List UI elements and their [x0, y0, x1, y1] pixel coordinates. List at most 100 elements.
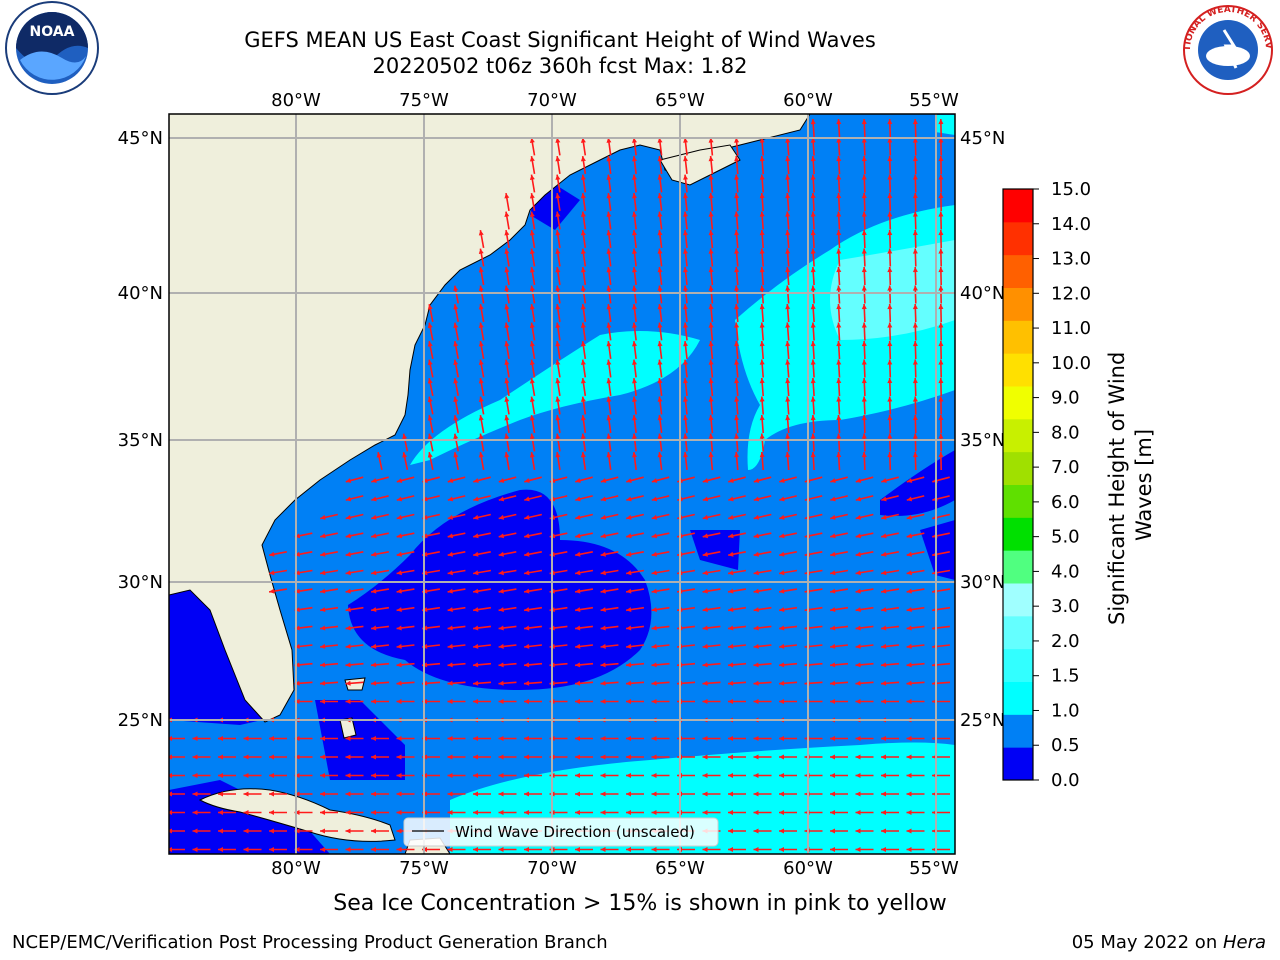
wave-direction-arrowhead	[657, 433, 663, 439]
wave-direction-arrowhead	[504, 452, 510, 458]
wave-direction-arrowhead	[906, 570, 912, 576]
wave-direction-arrowhead	[938, 156, 944, 162]
wave-direction-arrowhead	[396, 643, 402, 649]
wave-direction-arrowhead	[524, 551, 530, 557]
colorbar-swatch	[1003, 320, 1033, 354]
wave-direction-arrowhead	[728, 551, 734, 557]
wave-direction-arrowhead	[912, 359, 918, 365]
wave-direction-arrowhead	[810, 359, 816, 365]
wave-direction-arrowhead	[651, 514, 658, 520]
wave-direction-arrowhead	[906, 496, 913, 502]
wave-direction-arrowhead	[575, 773, 580, 778]
colorbar-swatch	[1003, 517, 1033, 551]
wave-direction-arrowhead	[626, 736, 631, 741]
wave-direction-arrowhead	[881, 699, 886, 704]
wave-direction-arrowhead	[779, 699, 784, 704]
wave-direction-arrowhead	[734, 174, 740, 180]
wave-direction-arrowhead	[702, 810, 708, 815]
lon-label-bottom: 55°W	[909, 858, 959, 879]
wave-direction-arrowhead	[575, 662, 581, 668]
wave-direction-arrowhead	[861, 378, 867, 384]
wave-direction-arrowhead	[626, 625, 632, 631]
wave-direction-arrowhead	[504, 359, 510, 365]
wave-direction-arrowhead	[938, 193, 944, 199]
wave-direction-arrowhead	[855, 625, 861, 631]
colorbar-swatch	[1003, 583, 1033, 617]
wave-direction-arrowhead	[396, 773, 402, 778]
wave-direction-arrowhead	[759, 285, 765, 291]
wave-direction-arrowhead	[855, 588, 861, 594]
wave-direction-arrowhead	[728, 736, 733, 741]
wave-direction-arrowhead	[728, 478, 734, 483]
wave-direction-arrowhead	[759, 267, 765, 273]
wave-direction-arrowhead	[555, 248, 561, 254]
wave-direction-arrowhead	[728, 625, 734, 631]
wave-direction-arrowhead	[836, 322, 842, 328]
wave-direction-arrowhead	[702, 588, 708, 594]
wave-direction-arrowhead	[779, 588, 785, 594]
wave-direction-arrowhead	[243, 810, 249, 815]
wave-direction-arrowhead	[580, 341, 586, 347]
wave-direction-arrowhead	[192, 791, 198, 797]
wave-direction-arrowhead	[478, 452, 484, 458]
wave-direction-arrowhead	[396, 810, 402, 815]
sea-ice-note: Sea Ice Concentration > 15% is shown in …	[333, 891, 947, 916]
wave-direction-arrowhead	[753, 736, 759, 741]
wave-direction-arrowhead	[779, 754, 784, 760]
wave-direction-arrowhead	[759, 415, 765, 421]
wave-direction-arrowhead	[836, 396, 842, 402]
wave-direction-arrowhead	[861, 396, 867, 402]
wave-direction-arrowhead	[657, 359, 663, 365]
wave-direction-arrowhead	[785, 285, 791, 291]
right-lat-labels: 45°N 40°N 35°N 30°N 25°N	[960, 128, 1005, 731]
wave-direction-arrowhead	[606, 267, 612, 273]
wave-direction-arrowhead	[600, 588, 606, 594]
wave-direction-arrowhead	[683, 433, 688, 439]
wave-direction-arrowhead	[734, 341, 740, 347]
wave-direction-arrowhead	[555, 174, 561, 180]
wave-direction-arrowhead	[632, 415, 637, 421]
wave-direction-arrowhead	[728, 828, 733, 834]
wave-direction-arrowhead	[708, 452, 714, 458]
wave-direction-arrowhead	[855, 847, 861, 852]
wave-direction-arrowhead	[683, 137, 688, 143]
wave-direction-arrowhead	[473, 533, 479, 539]
wave-direction-arrowhead	[881, 588, 887, 594]
wave-direction-arrowhead	[657, 267, 663, 273]
wave-direction-arrowhead	[887, 137, 893, 143]
wave-direction-arrowhead	[881, 773, 886, 778]
wave-direction-arrowhead	[906, 773, 912, 778]
wave-direction-arrowhead	[785, 341, 791, 347]
wave-direction-arrowhead	[906, 828, 912, 834]
wave-direction-arrowhead	[626, 754, 631, 760]
wave-direction-arrowhead	[345, 662, 351, 668]
wave-direction-arrowhead	[683, 359, 688, 365]
wave-direction-arrowhead	[320, 810, 325, 815]
wave-direction-arrowhead	[810, 119, 816, 125]
wave-direction-arrowhead	[830, 625, 836, 631]
colorbar-tick-label: 1.5	[1051, 666, 1080, 687]
wave-direction-arrowhead	[529, 341, 535, 347]
wave-direction-arrowhead	[320, 662, 326, 668]
elevated-wave-band	[410, 331, 700, 465]
wave-direction-arrowhead	[702, 551, 708, 557]
wave-direction-arrowhead	[657, 396, 663, 402]
wave-direction-arrowhead	[600, 551, 606, 557]
map-plot-area	[169, 114, 955, 854]
colorbar-swatch	[1003, 189, 1033, 223]
wave-direction-arrowhead	[759, 156, 765, 162]
wave-direction-arrowhead	[345, 570, 351, 576]
wave-direction-arrowhead	[555, 433, 561, 439]
wave-direction-arrowhead	[371, 588, 377, 594]
wave-direction-arrowhead	[580, 378, 586, 384]
wave-direction-arrowhead	[192, 736, 198, 741]
wave-direction-arrowhead	[447, 791, 453, 797]
wave-direction-arrowhead	[632, 156, 637, 162]
wave-direction-arrowhead	[887, 156, 893, 162]
wave-direction-arrowhead	[830, 736, 835, 741]
wave-direction-arrowhead	[396, 754, 402, 760]
wave-direction-arrowhead	[810, 396, 816, 402]
chart-title: GEFS MEAN US East Coast Significant Heig…	[244, 28, 876, 52]
wave-direction-arrowhead	[555, 230, 561, 236]
wave-direction-arrowhead	[702, 754, 708, 760]
